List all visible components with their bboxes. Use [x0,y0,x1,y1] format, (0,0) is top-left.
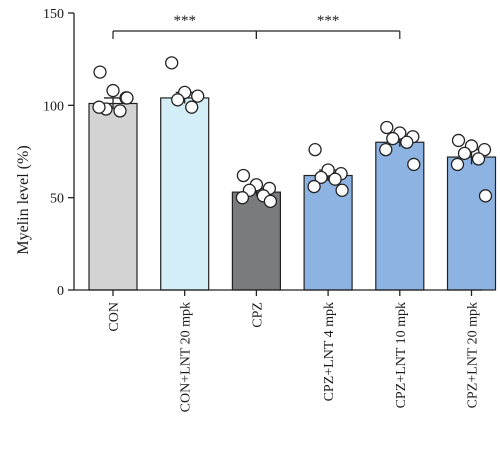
bar-6 [446,156,497,291]
data-point [380,120,394,135]
x-tick-label: CPZ+LNT 4 mpk [322,302,337,401]
data-point [263,194,278,209]
data-point [471,152,486,166]
data-point [236,168,251,183]
data-point [191,89,205,103]
data-point [185,100,199,114]
data-point [106,83,120,98]
y-axis-label: Myelin level (%) [15,145,32,254]
data-point [400,135,414,149]
significance-label-2: *** [317,13,340,29]
data-point [328,172,342,186]
data-points-layer [92,56,493,209]
significance-layer: *** *** [112,13,401,39]
data-point [379,143,393,157]
x-tick-label: CPZ+LNT 10 mpk [394,302,409,408]
data-point [335,183,349,197]
data-point [307,179,321,194]
significance-label-1: *** [173,13,196,29]
x-tick-label: CON [107,302,122,332]
x-tick-label: CPZ+LNT 20 mpk [466,302,481,408]
y-tick-label: 100 [43,99,64,114]
data-point [450,157,465,172]
data-point [113,104,127,118]
data-point [457,146,472,160]
data-point [451,133,466,148]
bar-2 [160,97,210,291]
data-point [478,189,493,203]
data-point [171,93,185,107]
data-point [93,65,107,79]
data-point [120,91,134,105]
data-point [386,131,400,146]
data-point [235,191,250,205]
bar-1 [88,102,138,291]
x-tick-label: CON+LNT 20 mpk [179,302,194,412]
bar-3 [231,191,281,291]
axes-layer: 0 50 100 150 CON CON+LNT 20 mpk CPZ CPZ+LNT 4 m… [43,7,482,412]
data-point [477,143,492,157]
data-point [92,100,106,114]
y-tick-label: 0 [57,284,64,299]
x-tick-label: CPZ [250,302,265,328]
data-point [407,157,421,172]
bars-layer [88,97,497,291]
y-tick-label: 150 [43,7,64,22]
data-point [308,143,322,157]
data-point [165,56,179,70]
y-tick-label: 50 [50,192,64,207]
data-point [314,170,328,185]
